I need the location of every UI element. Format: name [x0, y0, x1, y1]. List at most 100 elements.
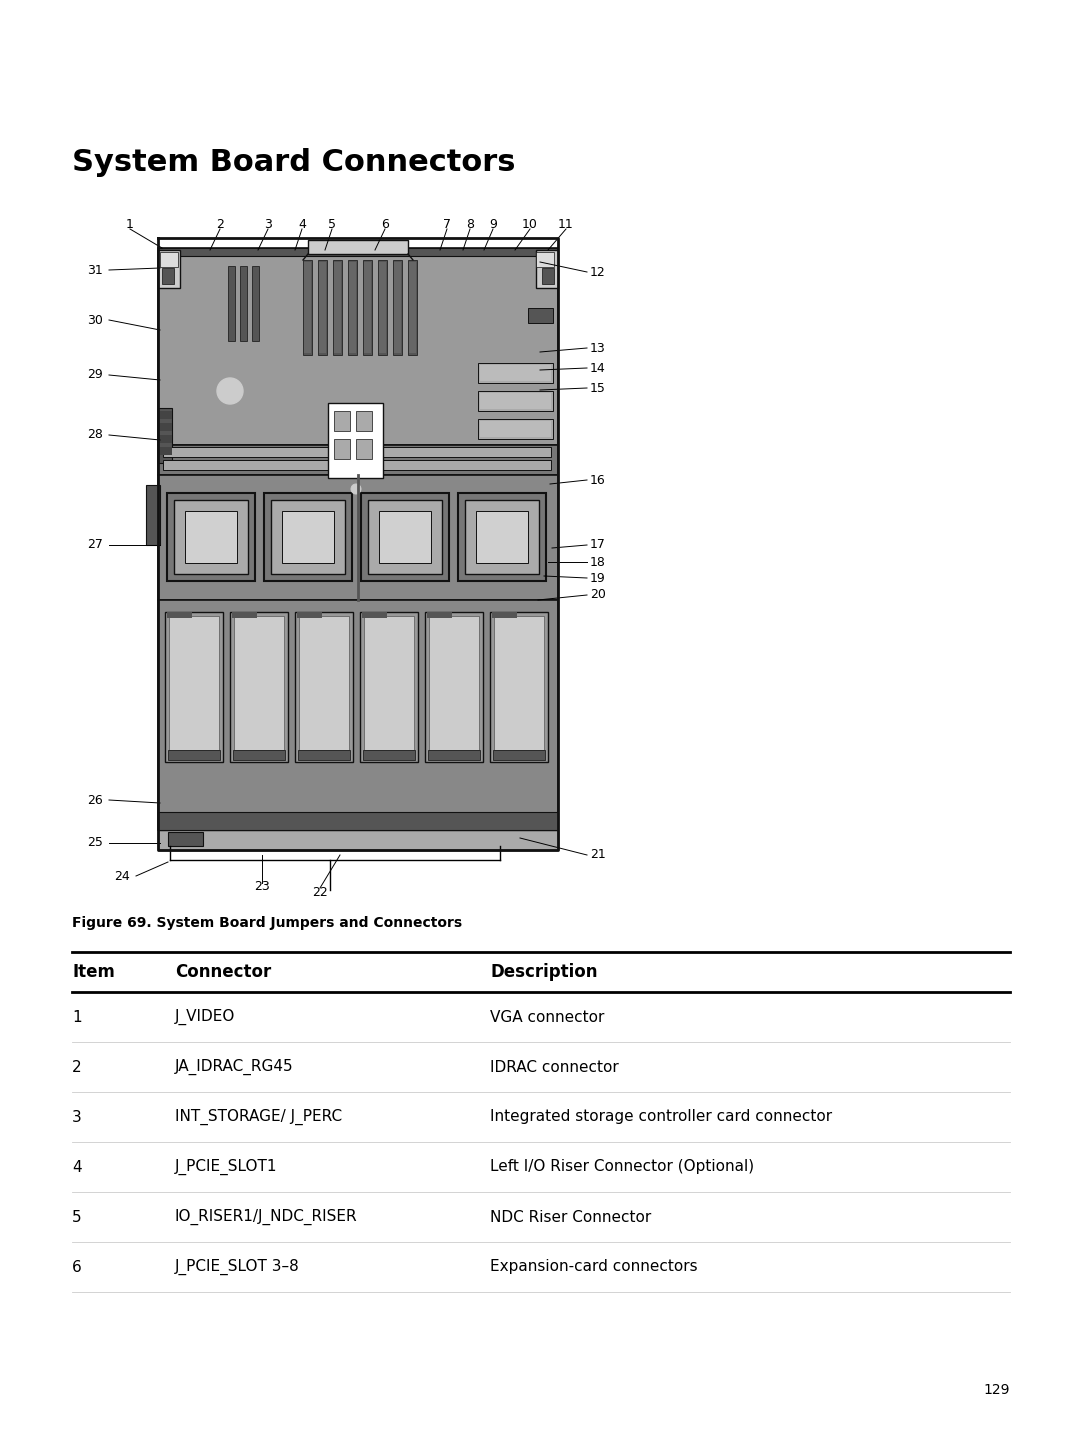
Bar [364, 262, 372, 353]
Bar [232, 612, 257, 618]
Bar [480, 366, 551, 381]
Bar [168, 617, 219, 750]
Text: 25: 25 [87, 836, 103, 849]
Text: Connector: Connector [175, 964, 271, 981]
Bar [379, 262, 386, 353]
Bar [536, 252, 554, 267]
Bar [163, 447, 351, 457]
Text: System Board Connectors: System Board Connectors [72, 148, 515, 176]
Bar [356, 412, 372, 432]
Bar [158, 435, 172, 443]
Bar [409, 262, 416, 353]
Bar [427, 612, 453, 618]
Text: 9: 9 [489, 218, 497, 231]
Bar [361, 493, 449, 581]
Bar [348, 260, 357, 356]
Bar [349, 262, 356, 353]
Bar [158, 409, 172, 463]
Bar [492, 750, 545, 760]
Bar [158, 447, 172, 455]
Text: 8: 8 [465, 218, 474, 231]
Text: 5: 5 [72, 1209, 82, 1225]
Bar [478, 419, 553, 439]
Bar [429, 617, 480, 750]
Text: 27: 27 [87, 539, 103, 552]
Text: 22: 22 [312, 886, 328, 899]
Bar [356, 439, 372, 459]
Text: Integrated storage controller card connector: Integrated storage controller card conne… [490, 1110, 832, 1124]
Bar [163, 460, 351, 470]
Bar [428, 750, 480, 760]
Bar [230, 612, 288, 761]
Text: 13: 13 [590, 341, 606, 354]
Text: 19: 19 [590, 572, 606, 585]
Text: 4: 4 [72, 1160, 82, 1174]
Text: Left I/O Riser Connector (Optional): Left I/O Riser Connector (Optional) [490, 1160, 754, 1174]
Bar [185, 511, 237, 564]
Bar [162, 268, 174, 284]
Bar [158, 830, 558, 850]
Text: 16: 16 [590, 473, 606, 486]
Bar [334, 412, 350, 432]
Bar [465, 500, 539, 574]
Bar [528, 308, 553, 323]
Bar [167, 493, 255, 581]
Circle shape [351, 485, 361, 493]
Bar [158, 250, 180, 288]
Text: 1: 1 [72, 1010, 82, 1024]
Bar [480, 422, 551, 437]
Bar [542, 268, 554, 284]
Bar [360, 612, 418, 761]
Bar [363, 460, 551, 470]
Bar [334, 439, 350, 459]
Bar [158, 248, 558, 257]
Bar [158, 412, 172, 419]
Bar [333, 260, 342, 356]
Text: Expansion-card connectors: Expansion-card connectors [490, 1259, 698, 1275]
Bar [168, 832, 203, 846]
Text: 11: 11 [558, 218, 573, 231]
Text: Figure 69. System Board Jumpers and Connectors: Figure 69. System Board Jumpers and Conn… [72, 916, 462, 931]
Text: 31: 31 [87, 264, 103, 277]
Bar [252, 265, 259, 341]
Bar [297, 612, 322, 618]
Text: 26: 26 [87, 793, 103, 806]
Bar [364, 617, 414, 750]
Text: 24: 24 [114, 869, 130, 882]
Bar [378, 260, 387, 356]
Bar [318, 260, 327, 356]
Text: J_PCIE_SLOT1: J_PCIE_SLOT1 [175, 1159, 278, 1174]
Text: VGA connector: VGA connector [490, 1010, 605, 1024]
Text: IDRAC connector: IDRAC connector [490, 1060, 619, 1074]
Bar [282, 511, 334, 564]
Bar [394, 262, 401, 353]
Bar [158, 475, 558, 599]
Bar [426, 612, 483, 761]
Text: 17: 17 [590, 539, 606, 552]
Bar [233, 750, 285, 760]
Text: 2: 2 [216, 218, 224, 231]
Bar [393, 260, 402, 356]
Text: 6: 6 [72, 1259, 82, 1275]
Bar [168, 750, 220, 760]
Text: IO_RISER1/J_NDC_RISER: IO_RISER1/J_NDC_RISER [175, 1209, 357, 1225]
Bar [490, 612, 548, 761]
Bar [328, 403, 383, 478]
Text: 6: 6 [381, 218, 389, 231]
Text: INT_STORAGE/ J_PERC: INT_STORAGE/ J_PERC [175, 1108, 342, 1126]
Bar [299, 617, 349, 750]
Bar [271, 500, 345, 574]
Text: 2: 2 [72, 1060, 82, 1074]
Bar [303, 260, 312, 356]
Text: 4: 4 [298, 218, 306, 231]
Text: 20: 20 [590, 588, 606, 601]
Bar [363, 447, 551, 457]
Text: J_PCIE_SLOT 3–8: J_PCIE_SLOT 3–8 [175, 1259, 300, 1275]
Bar [165, 612, 222, 761]
Bar [536, 250, 558, 288]
Bar [158, 423, 172, 432]
Text: Description: Description [490, 964, 597, 981]
Text: 12: 12 [590, 265, 606, 278]
Bar [228, 265, 235, 341]
Text: Item: Item [72, 964, 114, 981]
